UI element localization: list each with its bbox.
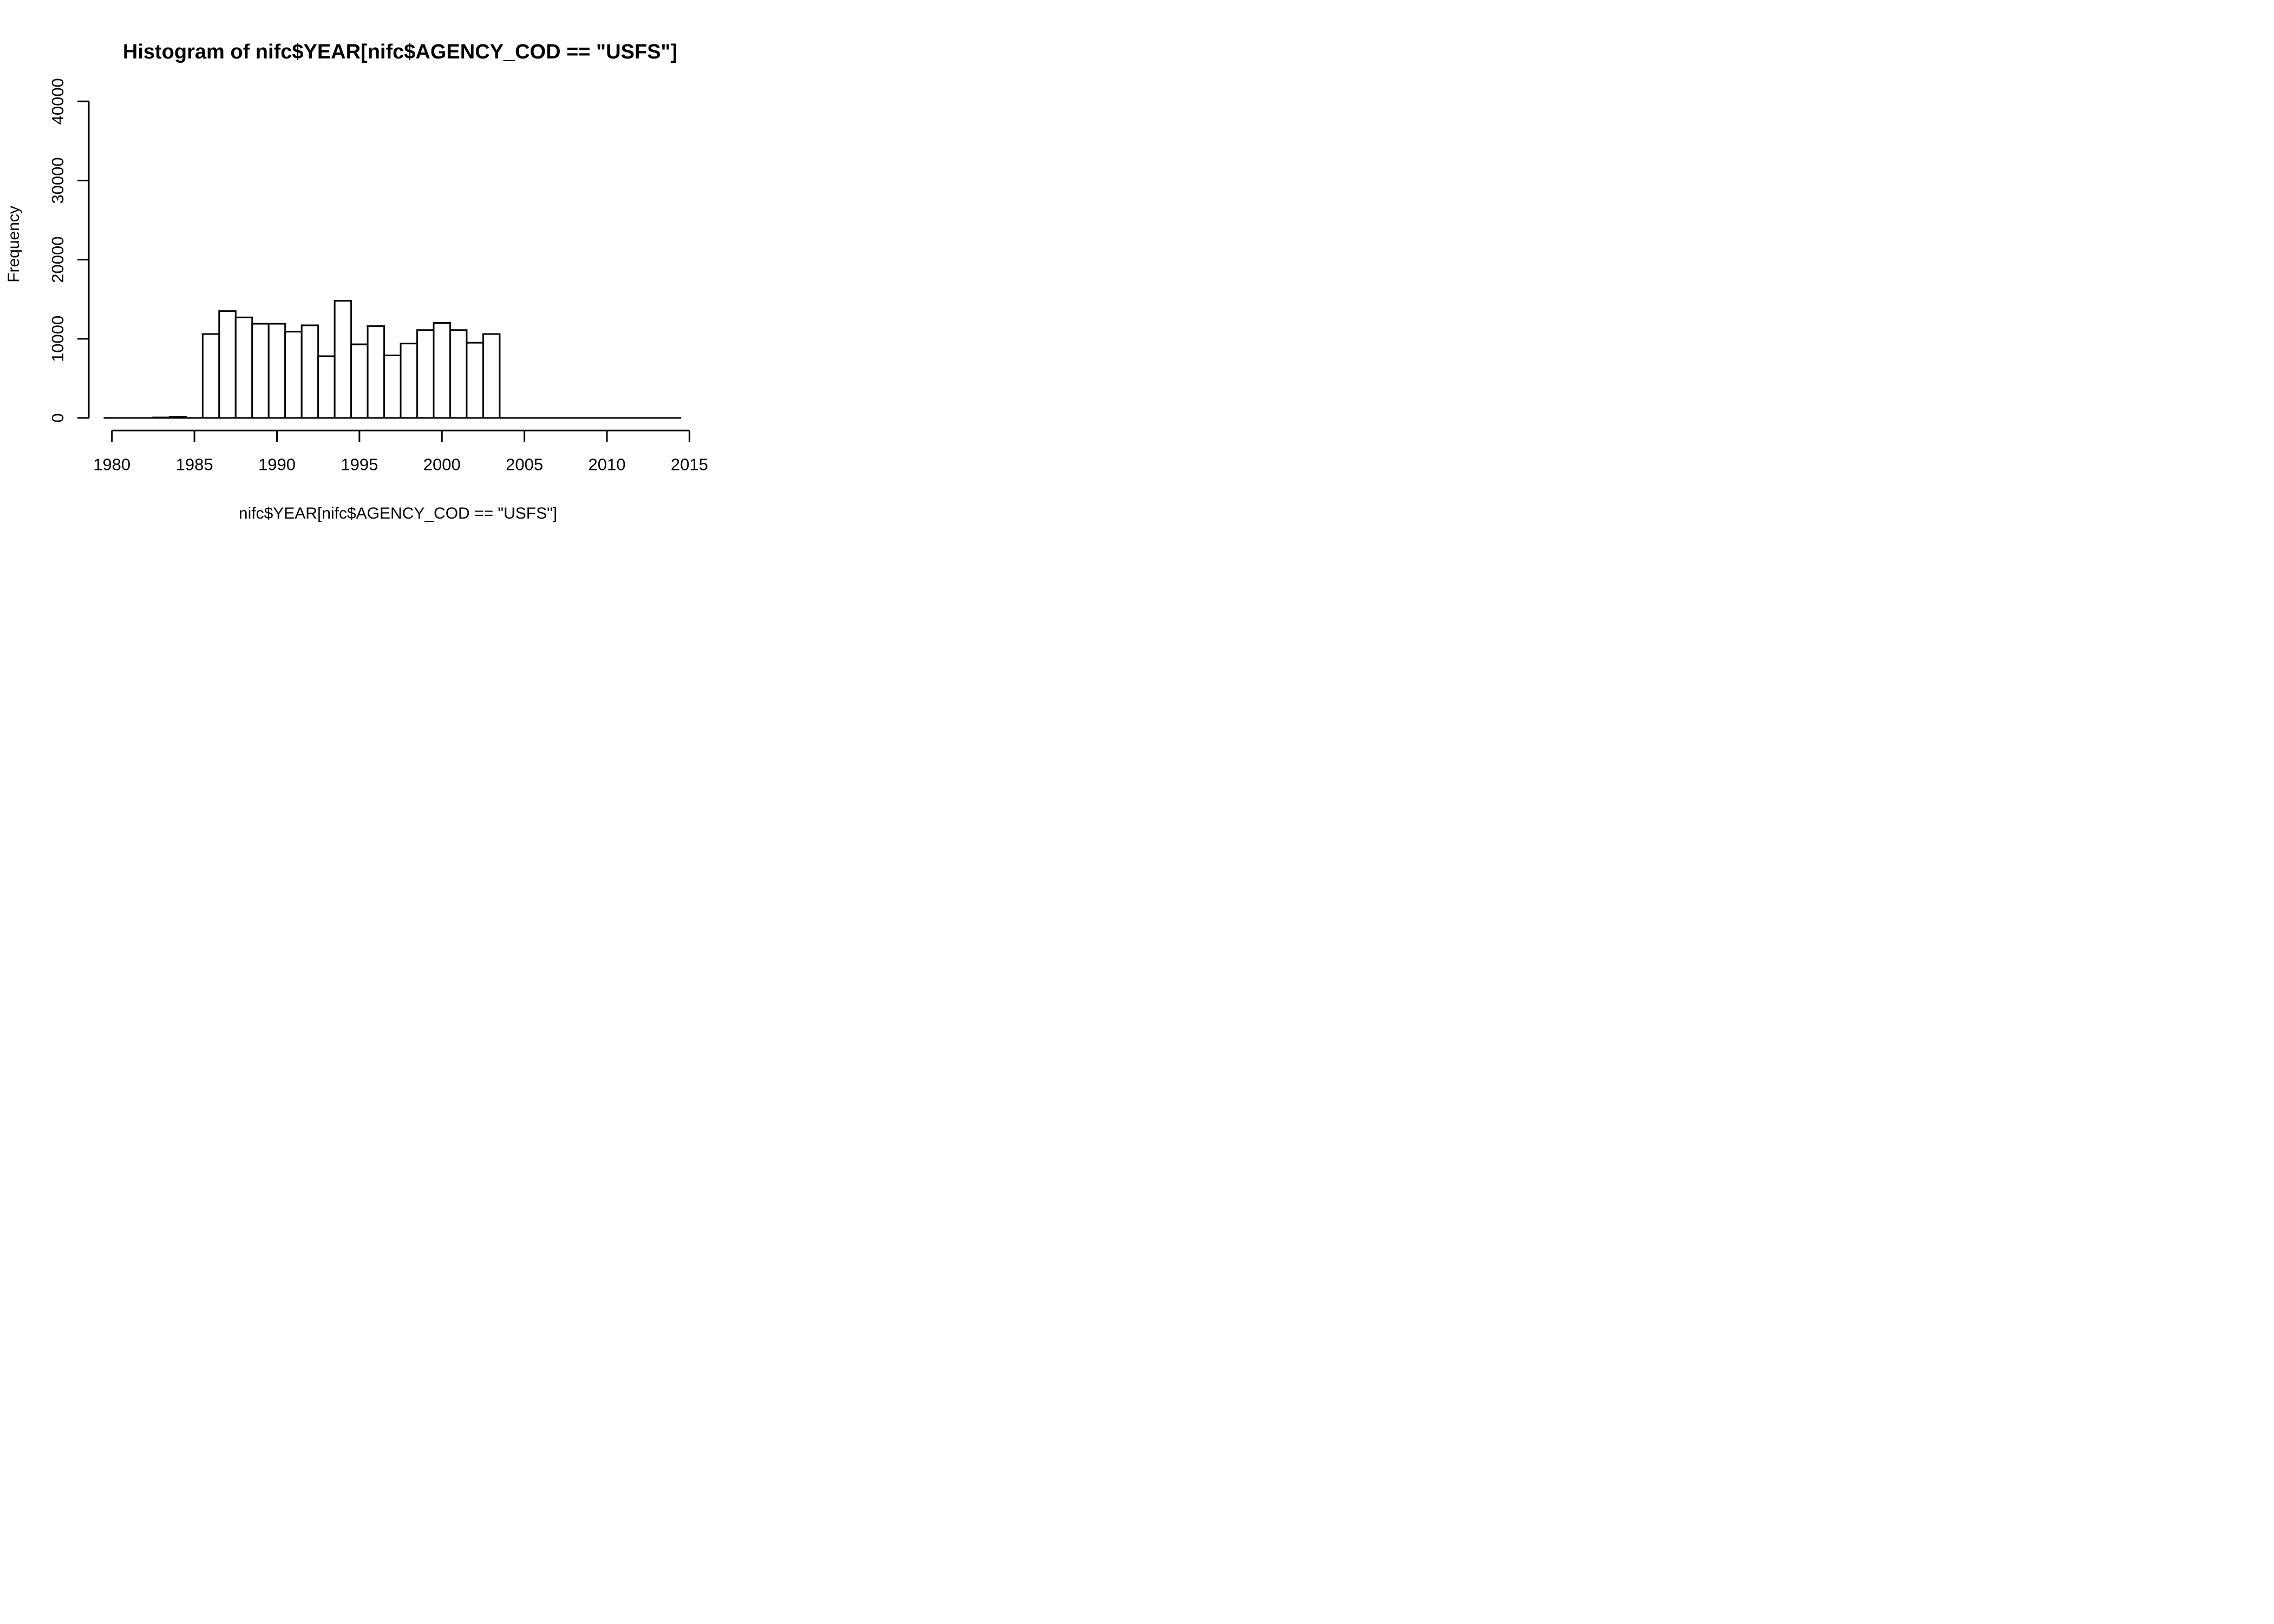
histogram-bar (300, 324, 319, 419)
y-tick-label: 20000 (48, 237, 67, 283)
histogram-bar (350, 343, 369, 419)
histogram-bar (400, 343, 419, 419)
x-tick-label: 2005 (506, 455, 543, 474)
chart-canvas: 1980 1985 1990 1995 2000 2005 2010 2015 0 10000 2… (5, 41, 708, 522)
x-tick-label: 1980 (93, 455, 130, 474)
histogram-bar (383, 355, 402, 419)
x-axis: 1980 1985 1990 1995 2000 2005 2010 2015 (93, 429, 708, 474)
y-axis-title: Frequency (5, 206, 23, 283)
x-tick-label: 2015 (671, 455, 708, 474)
x-tick-label: 2000 (423, 455, 461, 474)
y-tick-label: 40000 (48, 78, 67, 125)
histogram-bar (466, 342, 484, 419)
histogram-bar (482, 333, 501, 419)
histogram-figure: 1980 1985 1990 1995 2000 2005 2010 2015 0 10000 2… (0, 0, 758, 541)
histogram-bar (416, 329, 435, 419)
histogram-bar (168, 416, 187, 419)
histogram-bar (234, 316, 253, 419)
y-tick-label: 0 (48, 413, 67, 422)
y-tick-label: 30000 (48, 157, 67, 204)
y-tick-label: 10000 (48, 316, 67, 362)
histogram-bar (267, 323, 286, 419)
x-tick-label: 2010 (588, 455, 625, 474)
x-tick-label: 1985 (176, 455, 213, 474)
x-tick-label: 1995 (341, 455, 378, 474)
chart-title: Histogram of nifc$YEAR[nifc$AGENCY_COD =… (123, 41, 677, 63)
plot-layer (103, 300, 682, 419)
y-axis: 0 10000 20000 30000 40000 (48, 78, 90, 423)
histogram-bar (201, 333, 220, 419)
x-axis-title: nifc$YEAR[nifc$AGENCY_COD == "USFS"] (239, 505, 557, 522)
histogram-bar (284, 331, 303, 419)
histogram-bar (251, 323, 270, 419)
histogram-bar (317, 355, 336, 419)
histogram-bar (449, 329, 468, 419)
histogram-bar (218, 310, 237, 419)
histogram-bar (334, 300, 352, 419)
histogram-bar (433, 322, 451, 419)
x-tick-label: 1990 (258, 455, 296, 474)
histogram-bar (152, 416, 171, 419)
histogram-bar (367, 325, 385, 419)
